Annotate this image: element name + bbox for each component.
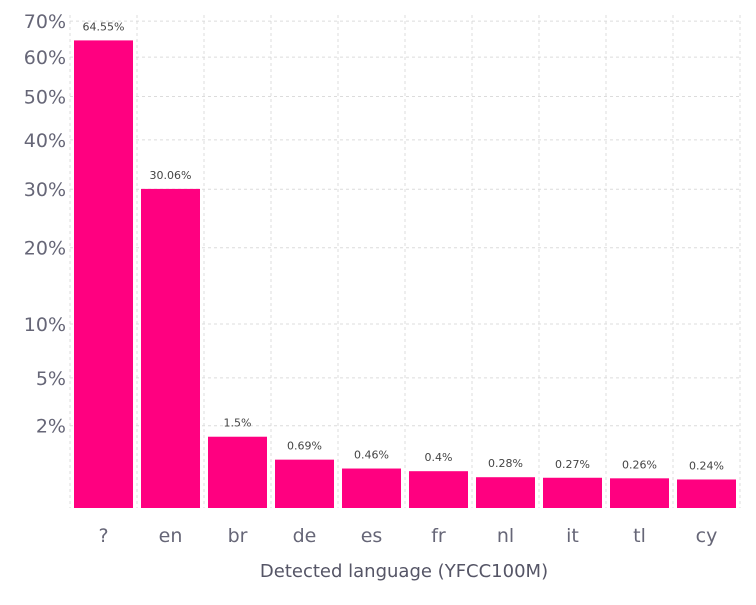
x-axis-ticks: ? en br de es fr nl it tl cy	[98, 525, 717, 547]
y-tick-label: 60%	[24, 47, 66, 69]
grid	[69, 15, 741, 508]
x-tick-label: cy	[696, 525, 718, 547]
bar	[208, 436, 267, 508]
data-label: 0.28%	[488, 457, 523, 470]
data-label: 64.55%	[83, 20, 125, 33]
x-tick-label: br	[228, 525, 248, 547]
y-tick-label: 40%	[24, 130, 66, 152]
data-label: 0.46%	[354, 449, 389, 462]
bar	[275, 459, 334, 508]
bar	[677, 479, 736, 508]
y-tick-label: 5%	[36, 368, 66, 390]
y-tick-label: 2%	[36, 416, 66, 438]
x-tick-label: tl	[633, 525, 646, 547]
x-tick-label: nl	[497, 525, 514, 547]
x-axis-title: Detected language (YFCC100M)	[260, 561, 548, 582]
data-label: 1.5%	[224, 417, 252, 430]
bar	[409, 471, 468, 508]
data-label: 0.26%	[622, 458, 657, 471]
y-tick-label: 70%	[24, 11, 66, 33]
bar	[610, 478, 669, 508]
y-tick-label: 20%	[24, 238, 66, 260]
x-tick-label: es	[361, 525, 383, 547]
y-tick-label: 30%	[24, 179, 66, 201]
bar	[543, 477, 602, 508]
x-tick-label: fr	[431, 525, 446, 547]
bars	[74, 40, 736, 508]
data-label: 0.24%	[689, 459, 724, 472]
data-label: 0.4%	[425, 451, 453, 464]
x-tick-label: de	[293, 525, 317, 547]
y-axis-ticks: 2% 5% 10% 20% 30% 40% 50% 60% 70%	[24, 11, 66, 438]
y-tick-label: 10%	[24, 314, 66, 336]
x-tick-label: it	[566, 525, 579, 547]
data-label: 30.06%	[150, 169, 192, 182]
x-tick-label: en	[159, 525, 183, 547]
data-label: 0.27%	[555, 458, 590, 471]
x-tick-label: ?	[98, 525, 108, 547]
bar	[74, 40, 133, 508]
bar	[141, 188, 200, 508]
bar	[476, 477, 535, 508]
data-labels: 64.55% 30.06% 1.5% 0.69% 0.46% 0.4% 0.28% 0.27%…	[83, 20, 724, 472]
data-label: 0.69%	[287, 440, 322, 453]
y-tick-label: 50%	[24, 86, 66, 108]
bar	[342, 468, 401, 508]
